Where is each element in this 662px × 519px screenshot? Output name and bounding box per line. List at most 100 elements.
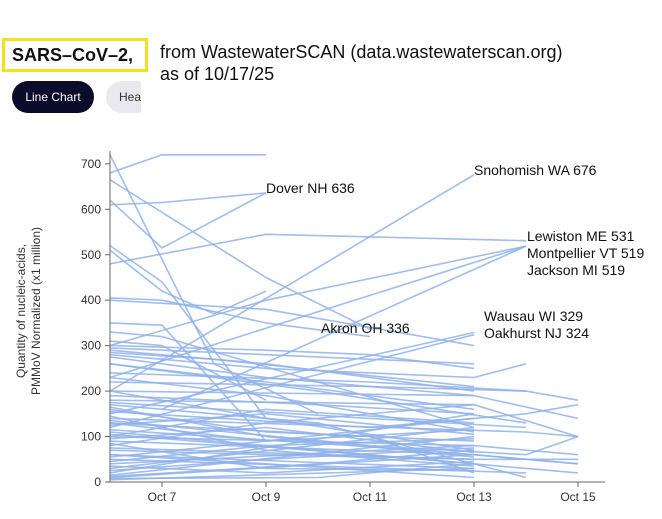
series-line xyxy=(110,245,267,419)
annotation-label: Dover NH 636 xyxy=(266,180,355,196)
y-axis-label: PMMoV Normalized (x1 million) xyxy=(29,227,43,395)
series-line xyxy=(110,435,475,476)
chart-tabs: Line Chart Hea xyxy=(12,81,141,113)
series-line xyxy=(110,447,475,472)
series-line xyxy=(110,299,475,347)
series-line xyxy=(110,192,267,206)
annotation-label: Jackson MI 519 xyxy=(527,262,625,278)
annotation-label: Oakhurst NJ 324 xyxy=(484,325,589,341)
annotation-label: Snohomish WA 676 xyxy=(474,162,597,178)
series-line xyxy=(110,351,475,388)
series-line xyxy=(110,376,475,433)
series-line xyxy=(110,431,475,465)
series-line xyxy=(110,390,579,420)
annotation-label: Wausau WI 329 xyxy=(484,308,583,324)
series-line xyxy=(110,428,579,465)
series-line xyxy=(110,349,475,392)
x-tick-label: Oct 7 xyxy=(148,490,177,504)
series-line xyxy=(110,417,475,442)
series-line xyxy=(110,426,475,470)
series-line xyxy=(110,412,475,436)
series-line xyxy=(110,453,475,470)
title-highlight-box: SARS–CoV–2, xyxy=(2,38,148,72)
series-line xyxy=(161,245,527,411)
series-line xyxy=(110,449,475,478)
series-line xyxy=(110,442,475,472)
series-line xyxy=(110,356,475,397)
series-line xyxy=(110,413,475,474)
series-line xyxy=(110,363,527,424)
x-tick-label: Oct 11 xyxy=(353,490,388,504)
series-line xyxy=(110,399,579,438)
series-line xyxy=(110,372,527,392)
y-tick-label: 300 xyxy=(81,339,101,353)
series-line xyxy=(110,297,371,338)
series-line xyxy=(110,245,527,379)
annotation-label: Akron OH 336 xyxy=(321,320,410,336)
series-line xyxy=(110,453,475,479)
tab-line-chart[interactable]: Line Chart xyxy=(12,81,94,113)
series-line xyxy=(110,390,475,451)
series-line xyxy=(110,449,475,461)
series-line xyxy=(110,440,579,465)
y-tick-label: 0 xyxy=(94,475,101,489)
y-tick-label: 600 xyxy=(81,202,101,216)
series-line xyxy=(110,401,527,429)
series-line xyxy=(110,422,475,474)
series-line xyxy=(110,406,475,458)
series-line xyxy=(110,394,475,415)
series-line xyxy=(110,463,475,480)
x-tick-label: Oct 9 xyxy=(252,490,281,504)
series-line xyxy=(110,453,475,479)
series-line xyxy=(110,192,267,249)
series-line xyxy=(110,381,579,401)
series-line xyxy=(110,460,475,474)
y-tick-label: 500 xyxy=(81,248,101,262)
series-line xyxy=(110,426,475,454)
pathogen-title: SARS–CoV–2, xyxy=(12,45,134,65)
series-line xyxy=(110,438,475,463)
series-line xyxy=(110,467,475,481)
x-tick-label: Oct 15 xyxy=(560,490,596,504)
series-line xyxy=(110,353,527,379)
y-tick-label: 200 xyxy=(81,384,101,398)
y-tick-label: 700 xyxy=(81,157,101,171)
y-tick-label: 400 xyxy=(81,293,101,307)
title-source: from WastewaterSCAN (data.wastewaterscan… xyxy=(160,41,562,85)
series-line xyxy=(110,154,266,174)
series-line xyxy=(110,344,475,370)
series-line xyxy=(110,322,267,442)
series-line xyxy=(110,233,527,265)
series-line xyxy=(110,174,475,392)
series-line xyxy=(110,249,267,315)
series-line xyxy=(110,331,475,415)
series-line xyxy=(110,419,579,456)
tab-heatmap[interactable]: Hea xyxy=(106,81,141,113)
series-line xyxy=(110,435,579,456)
y-axis-label: Quantity of nucleic-acids, xyxy=(14,244,28,378)
series-line xyxy=(110,333,475,429)
series-line xyxy=(110,403,475,447)
series-line xyxy=(110,417,579,438)
series-line xyxy=(110,331,475,429)
title-date-line: as of 10/17/25 xyxy=(160,64,275,84)
title-source-line: from WastewaterSCAN (data.wastewaterscan… xyxy=(160,42,563,62)
series-line xyxy=(110,403,579,429)
series-line xyxy=(110,179,371,331)
annotation-label: Lewiston ME 531 xyxy=(527,228,635,244)
series-line xyxy=(110,433,579,474)
series-line xyxy=(110,444,475,465)
series-line xyxy=(110,403,527,479)
series-line xyxy=(110,408,475,442)
series-line xyxy=(110,340,267,401)
series-line xyxy=(110,408,475,438)
series-line xyxy=(110,415,475,467)
series-line xyxy=(110,447,578,461)
series-line xyxy=(110,363,475,411)
series-line xyxy=(110,458,527,474)
y-tick-label: 100 xyxy=(81,430,101,444)
series-line xyxy=(110,428,475,458)
series-line xyxy=(110,245,527,347)
annotation-label: Montpellier VT 519 xyxy=(527,245,644,261)
x-tick-label: Oct 13 xyxy=(456,490,492,504)
